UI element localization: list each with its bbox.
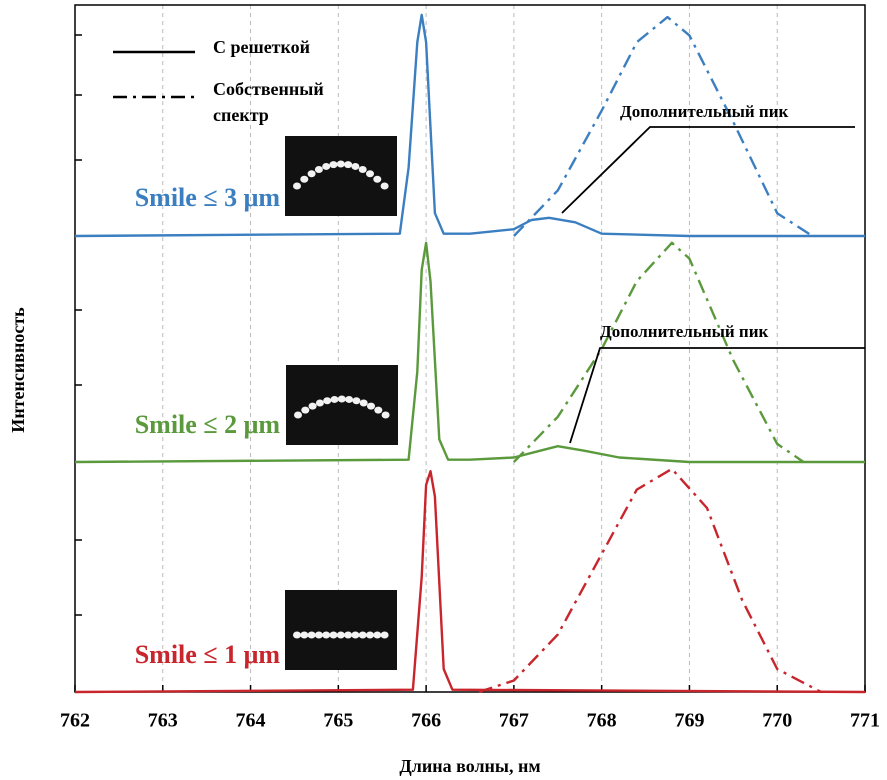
x-tick-label: 768 (587, 710, 617, 732)
annotation-leader (569, 347, 865, 444)
inset-emitter (337, 395, 346, 403)
inset-emitter (308, 402, 317, 410)
legend-label: С решеткой (213, 37, 311, 57)
x-tick-label: 771 (850, 710, 880, 732)
x-tick-label: 767 (499, 710, 529, 732)
annotation: Дополнительный пик (620, 102, 789, 121)
inset-emitter (358, 631, 367, 639)
x-tick-label: 765 (323, 710, 353, 732)
inset-image (285, 136, 397, 216)
inset-emitter (344, 631, 353, 639)
annotation-leader (561, 126, 855, 214)
inset-emitter (366, 631, 374, 639)
inset-emitter (294, 411, 302, 419)
inset-emitter (351, 631, 360, 639)
inset-image (285, 590, 397, 670)
inset-emitter (374, 406, 383, 414)
inset-emitter (300, 175, 309, 183)
inset-emitter (345, 395, 354, 403)
inset-emitter (373, 631, 382, 639)
inset-emitter (381, 411, 390, 419)
panel-label: Smile ≤ 3 μm (135, 183, 281, 212)
inset-emitter (336, 631, 345, 639)
inset-emitter (367, 402, 375, 410)
inset-emitter (330, 395, 339, 403)
inset-emitter (329, 631, 338, 639)
inset-emitter (307, 170, 316, 178)
spectrum-line (74, 13, 865, 238)
spectrum-line (74, 241, 865, 464)
inset-emitter (351, 162, 360, 170)
inset-emitter (300, 631, 309, 639)
annotation: Дополнительный пик (600, 322, 769, 341)
inset-emitter (307, 631, 316, 639)
inset-emitter (329, 161, 338, 169)
inset-emitter (366, 170, 374, 178)
y-axis-title: Интенсивность (8, 307, 28, 433)
inset-emitter (314, 166, 323, 173)
inset-emitter (359, 399, 368, 407)
inset-emitter (373, 175, 382, 183)
inset-emitter (293, 182, 301, 190)
inset-emitter (293, 631, 301, 639)
panel-label: Smile ≤ 1 μm (135, 640, 281, 669)
panel-label: Smile ≤ 2 μm (135, 410, 281, 439)
x-tick-label: 770 (762, 710, 792, 732)
legend-label: Собственный спектр (213, 79, 324, 125)
x-tick-label: 762 (60, 710, 90, 732)
inset-emitter (352, 397, 361, 405)
spectrum-line (74, 470, 866, 694)
spectrum-line (513, 15, 813, 238)
spectrum-line (513, 241, 805, 463)
inset-emitter (301, 406, 310, 414)
inset-emitter (380, 631, 389, 639)
x-tick-label: 763 (148, 710, 178, 732)
inset-emitter (336, 160, 345, 168)
inset-emitter (315, 399, 324, 407)
inset-emitter (358, 166, 367, 173)
inset-emitter (380, 182, 389, 190)
x-axis-title: Длина волны, нм (399, 756, 540, 776)
inset-emitter (314, 631, 323, 639)
inset-emitter (344, 161, 353, 169)
inset-emitter (322, 162, 331, 170)
x-tick-label: 764 (236, 710, 266, 732)
spectrum-line (478, 467, 822, 694)
inset-emitter (323, 397, 332, 405)
inset-image (286, 365, 398, 445)
x-tick-label: 766 (411, 710, 441, 732)
inset-emitter (322, 631, 331, 639)
x-tick-label: 769 (674, 710, 704, 732)
